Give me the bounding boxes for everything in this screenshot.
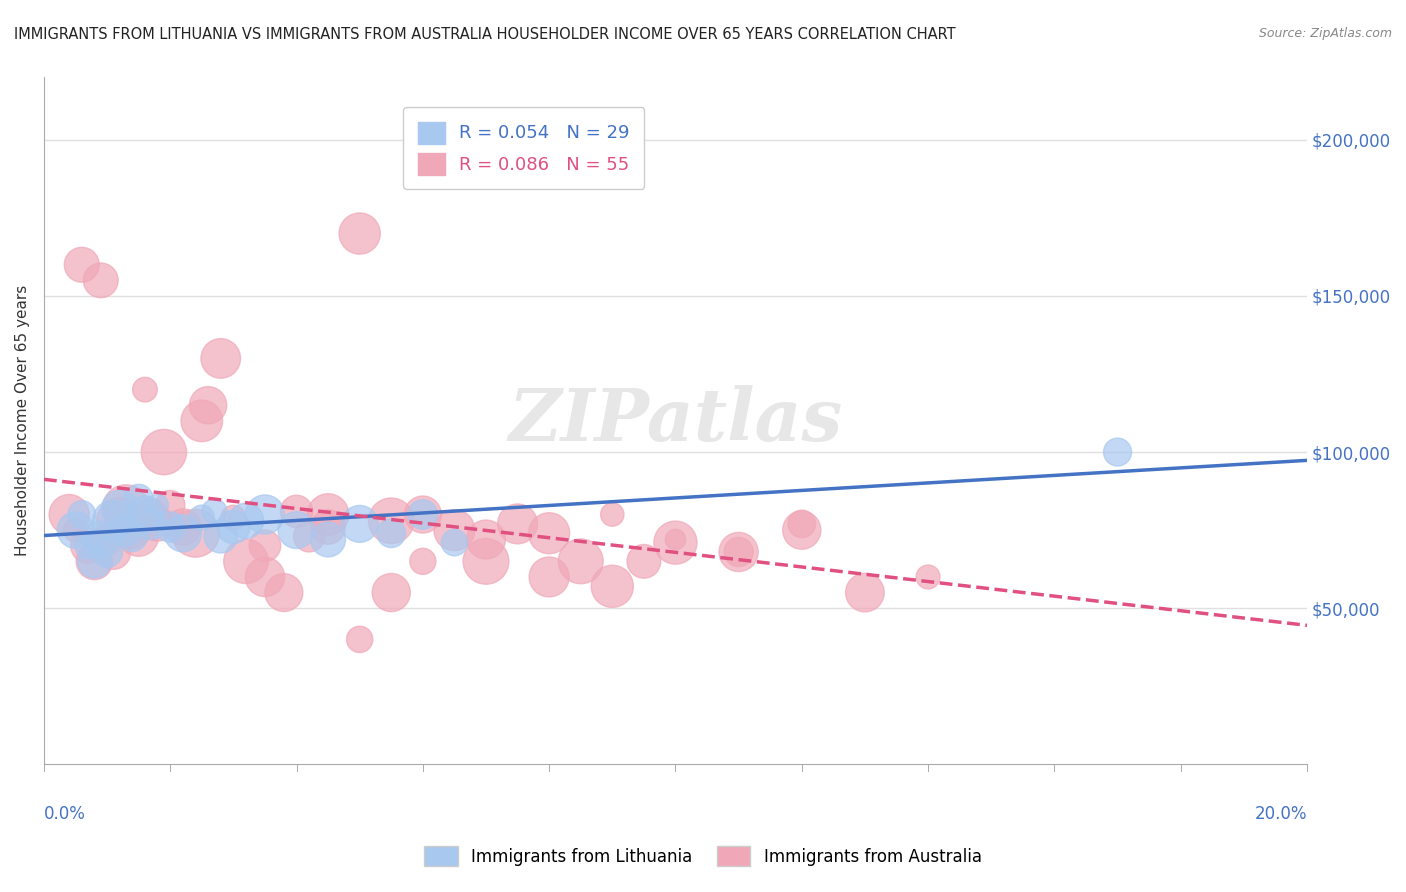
- Point: [159, 520, 181, 534]
- Y-axis label: Householder Income Over 65 years: Householder Income Over 65 years: [15, 285, 30, 557]
- Text: 20.0%: 20.0%: [1254, 805, 1308, 823]
- Point: [141, 516, 163, 531]
- Point: [443, 523, 465, 537]
- Point: [70, 508, 93, 522]
- Point: [253, 508, 276, 522]
- Text: ZIPatlas: ZIPatlas: [509, 385, 842, 457]
- Point: [235, 554, 257, 568]
- Text: IMMIGRANTS FROM LITHUANIA VS IMMIGRANTS FROM AUSTRALIA HOUSEHOLDER INCOME OVER 6: IMMIGRANTS FROM LITHUANIA VS IMMIGRANTS …: [14, 27, 956, 42]
- Point: [727, 545, 749, 559]
- Point: [412, 508, 434, 522]
- Point: [121, 523, 143, 537]
- Point: [917, 570, 939, 584]
- Point: [316, 508, 339, 522]
- Point: [90, 273, 112, 287]
- Point: [70, 258, 93, 272]
- Point: [853, 585, 876, 599]
- Point: [141, 508, 163, 522]
- Point: [412, 554, 434, 568]
- Point: [790, 516, 813, 531]
- Point: [103, 545, 125, 559]
- Text: Source: ZipAtlas.com: Source: ZipAtlas.com: [1258, 27, 1392, 40]
- Point: [538, 570, 561, 584]
- Point: [380, 514, 402, 528]
- Point: [96, 545, 118, 559]
- Point: [273, 585, 295, 599]
- Point: [253, 570, 276, 584]
- Point: [209, 529, 232, 543]
- Point: [569, 554, 592, 568]
- Point: [349, 632, 371, 647]
- Point: [664, 535, 686, 549]
- Point: [65, 523, 87, 537]
- Point: [209, 351, 232, 366]
- Point: [202, 504, 225, 518]
- Point: [134, 508, 156, 522]
- Point: [115, 501, 138, 516]
- Point: [285, 504, 308, 518]
- Point: [83, 554, 105, 568]
- Point: [1107, 445, 1129, 459]
- Point: [77, 539, 100, 553]
- Legend: Immigrants from Lithuania, Immigrants from Australia: Immigrants from Lithuania, Immigrants fr…: [416, 838, 990, 875]
- Point: [128, 491, 150, 506]
- Point: [633, 554, 655, 568]
- Point: [222, 510, 245, 524]
- Point: [316, 520, 339, 534]
- Point: [134, 383, 156, 397]
- Point: [475, 533, 498, 547]
- Point: [285, 523, 308, 537]
- Point: [298, 529, 321, 543]
- Point: [380, 585, 402, 599]
- Point: [146, 498, 169, 512]
- Point: [253, 539, 276, 553]
- Point: [443, 535, 465, 549]
- Point: [108, 501, 131, 516]
- Point: [153, 445, 176, 459]
- Point: [727, 545, 749, 559]
- Point: [90, 533, 112, 547]
- Point: [664, 533, 686, 547]
- Point: [172, 526, 194, 541]
- Point: [349, 516, 371, 531]
- Point: [58, 508, 80, 522]
- Point: [159, 498, 181, 512]
- Point: [172, 520, 194, 534]
- Point: [316, 533, 339, 547]
- Point: [235, 514, 257, 528]
- Point: [600, 508, 623, 522]
- Legend: R = 0.054   N = 29, R = 0.086   N = 55: R = 0.054 N = 29, R = 0.086 N = 55: [404, 107, 644, 189]
- Point: [65, 523, 87, 537]
- Point: [506, 516, 529, 531]
- Point: [115, 523, 138, 537]
- Point: [197, 398, 219, 412]
- Point: [103, 514, 125, 528]
- Point: [380, 526, 402, 541]
- Text: 0.0%: 0.0%: [44, 805, 86, 823]
- Point: [128, 529, 150, 543]
- Point: [600, 579, 623, 593]
- Point: [108, 514, 131, 528]
- Point: [83, 554, 105, 568]
- Point: [121, 529, 143, 543]
- Point: [146, 516, 169, 531]
- Point: [349, 227, 371, 241]
- Point: [191, 510, 214, 524]
- Point: [96, 533, 118, 547]
- Point: [790, 523, 813, 537]
- Point: [77, 539, 100, 553]
- Point: [475, 554, 498, 568]
- Point: [222, 520, 245, 534]
- Point: [191, 414, 214, 428]
- Point: [538, 526, 561, 541]
- Point: [412, 508, 434, 522]
- Point: [184, 526, 207, 541]
